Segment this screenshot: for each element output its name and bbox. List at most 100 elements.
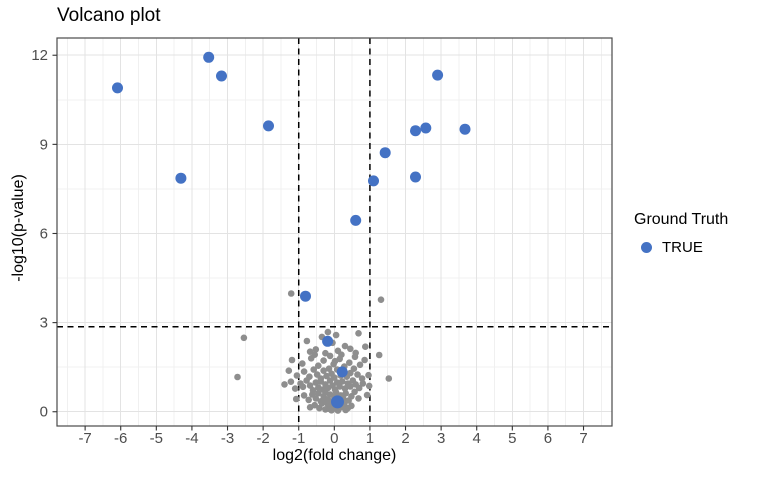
y-tick-label: 9 <box>40 136 48 153</box>
data-point <box>326 377 334 384</box>
data-point <box>315 362 322 370</box>
data-point <box>175 172 187 184</box>
data-point <box>315 390 322 397</box>
data-point <box>379 147 391 159</box>
x-tick-label: -5 <box>150 430 163 447</box>
data-point <box>365 371 372 379</box>
x-tick-label: -2 <box>256 430 269 447</box>
data-point <box>355 395 362 402</box>
data-point <box>300 392 308 399</box>
legend-item-label: TRUE <box>662 239 703 256</box>
data-point <box>338 351 345 359</box>
data-point <box>234 373 241 381</box>
x-tick-label: 6 <box>544 430 552 447</box>
data-point <box>347 383 354 390</box>
legend-point-icon <box>641 242 652 253</box>
y-tick-label: 0 <box>40 404 48 421</box>
minor-gridlines <box>57 38 612 426</box>
y-tick-label: 12 <box>31 47 48 64</box>
data-point <box>350 214 362 226</box>
data-point <box>338 378 346 385</box>
data-point <box>292 395 300 403</box>
data-point <box>342 390 350 397</box>
data-point <box>325 365 333 373</box>
data-point <box>342 406 350 414</box>
data-point <box>432 69 444 81</box>
data-point <box>320 367 327 375</box>
data-point <box>293 372 301 379</box>
data-point <box>348 393 355 400</box>
data-point <box>410 171 421 183</box>
threshold-lines <box>57 38 612 426</box>
data-point <box>310 366 318 373</box>
data-point <box>347 345 354 353</box>
data-point <box>362 343 369 351</box>
major-gridlines <box>57 38 612 426</box>
data-point <box>375 351 383 359</box>
data-point <box>300 290 311 302</box>
data-point <box>332 331 340 339</box>
x-tick-label: 3 <box>437 430 445 447</box>
data-point <box>312 346 320 353</box>
data-point <box>288 356 296 364</box>
y-axis-title: -log10(p-value) <box>10 174 27 282</box>
data-point <box>263 120 274 132</box>
axis-ticks <box>52 54 585 431</box>
data-point <box>365 382 373 390</box>
data-point <box>112 82 123 94</box>
data-point <box>331 357 339 365</box>
x-tick-label: 2 <box>401 430 409 447</box>
data-point <box>311 351 319 359</box>
data-point <box>291 385 299 392</box>
data-point <box>341 342 349 350</box>
x-tick-label: 7 <box>579 430 587 447</box>
data-point <box>336 366 348 378</box>
data-point <box>312 395 320 402</box>
x-tick-label: 5 <box>508 430 516 447</box>
x-tick-label: -3 <box>221 430 234 447</box>
series-TRUE <box>112 51 471 409</box>
legend-item: TRUE <box>634 239 728 256</box>
data-point <box>334 407 342 414</box>
x-tick-label: -1 <box>292 430 305 447</box>
x-axis-title: log2(fold change) <box>272 447 397 464</box>
data-point <box>358 375 366 382</box>
data-point <box>297 380 304 387</box>
data-point <box>355 384 363 392</box>
data-point <box>359 380 367 387</box>
data-point <box>346 359 353 367</box>
data-point <box>322 335 334 347</box>
chart-title: Volcano plot <box>57 5 161 26</box>
data-point <box>363 391 371 399</box>
data-point <box>410 125 421 137</box>
data-point <box>385 375 393 382</box>
data-point <box>347 369 354 377</box>
data-point <box>240 334 248 342</box>
x-tick-label: -7 <box>78 430 91 447</box>
y-tick-label: 3 <box>40 315 48 332</box>
data-point <box>287 290 295 297</box>
x-tick-label: 4 <box>473 430 481 447</box>
data-point <box>320 357 327 364</box>
data-point <box>323 372 330 380</box>
data-point <box>361 356 368 364</box>
data-point <box>303 337 311 345</box>
data-point <box>326 352 334 360</box>
data-point <box>377 296 385 304</box>
data-point <box>320 398 327 406</box>
legend-items: TRUE <box>634 239 728 256</box>
data-point <box>459 123 471 135</box>
data-point <box>420 122 432 134</box>
data-point <box>324 328 332 336</box>
data-point <box>336 383 344 390</box>
data-point <box>216 70 227 82</box>
data-point <box>300 368 308 375</box>
data-point <box>368 175 379 187</box>
data-point <box>331 395 344 409</box>
data-point <box>305 396 313 404</box>
data-point <box>203 51 215 63</box>
x-tick-label: 1 <box>366 430 374 447</box>
series-other <box>234 290 393 414</box>
